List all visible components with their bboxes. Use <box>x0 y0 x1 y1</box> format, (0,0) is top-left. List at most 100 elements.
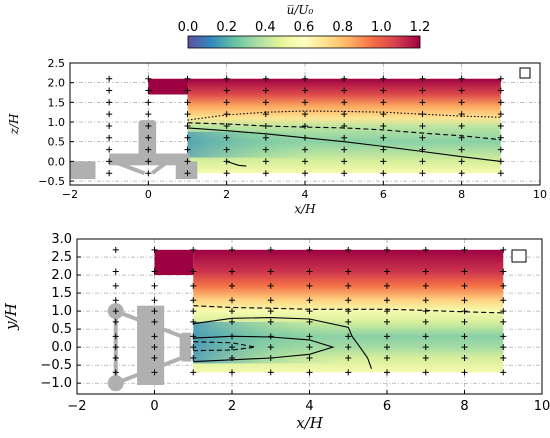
measurement-marker <box>229 354 235 361</box>
measurement-marker <box>497 170 504 177</box>
measurement-marker <box>151 354 158 361</box>
panel1-legend-square <box>519 67 531 79</box>
vehicle-side-silhouette <box>70 120 198 180</box>
measurement-marker <box>380 87 387 94</box>
measurement-marker <box>419 122 426 129</box>
measurement-marker <box>229 318 235 325</box>
measurement-marker <box>306 318 313 325</box>
upstream-strip <box>154 249 194 276</box>
contour-solid <box>226 160 247 167</box>
measurement-marker <box>151 333 158 340</box>
y-tick-label: 1.0 <box>48 116 66 129</box>
measurement-marker <box>384 246 390 253</box>
measurement-marker <box>384 369 390 376</box>
contour-solid <box>193 335 335 363</box>
measurement-marker <box>380 111 387 118</box>
measurement-marker <box>267 282 274 289</box>
measurement-marker <box>497 122 504 129</box>
measurement-marker <box>190 297 197 304</box>
measurement-marker <box>302 170 308 177</box>
measurement-marker <box>106 87 113 94</box>
measurement-marker <box>345 369 352 376</box>
measurement-marker <box>145 158 152 165</box>
measurement-marker <box>106 134 113 141</box>
y-tick-label: 0.0 <box>51 340 72 355</box>
measurement-marker <box>145 75 152 82</box>
measurement-marker <box>306 369 313 376</box>
measurement-marker <box>422 318 429 325</box>
vehicle-body <box>138 120 157 160</box>
measurement-marker <box>422 308 429 315</box>
measurement-marker <box>419 146 426 153</box>
measurement-marker <box>184 111 191 118</box>
measurement-marker <box>267 268 274 275</box>
y-tick-label: −0.5 <box>38 175 65 188</box>
y-tick-label: 0.5 <box>48 136 66 149</box>
measurement-marker <box>190 354 197 361</box>
measurement-marker <box>422 354 429 361</box>
measurement-marker <box>458 158 465 165</box>
x-tick-label: 10 <box>534 399 550 414</box>
contour-dotted <box>187 110 501 121</box>
measurement-marker <box>500 318 507 325</box>
measurement-marker <box>112 268 119 275</box>
x-tick-label: −2 <box>67 399 86 414</box>
measurement-marker <box>262 87 269 94</box>
x-tick-label: 8 <box>460 399 468 414</box>
y-tick-label: 1.5 <box>48 96 66 109</box>
x-tick-label: −2 <box>62 188 78 201</box>
measurement-marker <box>262 134 269 141</box>
measurement-marker <box>458 111 465 118</box>
measurement-marker <box>184 87 191 94</box>
measurement-marker <box>380 146 387 153</box>
measurement-marker <box>112 354 119 361</box>
measurement-marker <box>262 122 269 129</box>
measurement-marker <box>184 146 191 153</box>
measurement-marker <box>190 282 197 289</box>
measurement-marker <box>384 333 390 340</box>
vehicle-wheel-rear <box>70 161 96 180</box>
measurement-marker <box>500 308 507 315</box>
measurement-marker <box>384 308 390 315</box>
measurement-marker <box>302 87 308 94</box>
measurement-marker <box>267 354 274 361</box>
measurement-marker <box>184 158 191 165</box>
measurement-marker <box>112 246 119 253</box>
measurement-marker <box>306 333 313 340</box>
x-tick-label: 6 <box>380 188 387 201</box>
measurement-marker <box>341 75 348 82</box>
colorbar-bar <box>187 35 421 49</box>
measurement-marker <box>461 268 468 275</box>
colorbar-tick-label: 0.4 <box>255 20 276 35</box>
measurement-marker <box>223 146 230 153</box>
measurement-marker <box>229 297 235 304</box>
measurement-marker <box>151 297 158 304</box>
measurement-marker <box>458 75 465 82</box>
measurement-marker <box>461 246 468 253</box>
measurement-marker <box>145 146 152 153</box>
panel1-markers <box>106 75 504 177</box>
panel2-y-label: y/H <box>2 302 20 331</box>
measurement-marker <box>229 308 235 315</box>
measurement-marker <box>306 282 313 289</box>
measurement-marker <box>106 111 113 118</box>
measurement-marker <box>380 75 387 82</box>
measurement-marker <box>458 99 465 106</box>
measurement-marker <box>267 297 274 304</box>
measurement-marker <box>145 122 152 129</box>
measurement-marker <box>190 268 197 275</box>
panel2-y-ticks: −1.0 −0.5 0.0 0.5 1.0 1.5 2.0 2.5 3.0 <box>40 232 81 391</box>
measurement-marker <box>500 282 507 289</box>
measurement-marker <box>500 333 507 340</box>
colorbar-tick-label: 0.6 <box>294 20 315 35</box>
measurement-marker <box>345 268 352 275</box>
measurement-marker <box>262 146 269 153</box>
measurement-marker <box>229 333 235 340</box>
measurement-marker <box>229 246 235 253</box>
measurement-marker <box>223 99 230 106</box>
measurement-marker <box>341 111 348 118</box>
measurement-marker <box>223 158 230 165</box>
x-tick-label: 2 <box>228 399 236 414</box>
measurement-marker <box>106 75 113 82</box>
